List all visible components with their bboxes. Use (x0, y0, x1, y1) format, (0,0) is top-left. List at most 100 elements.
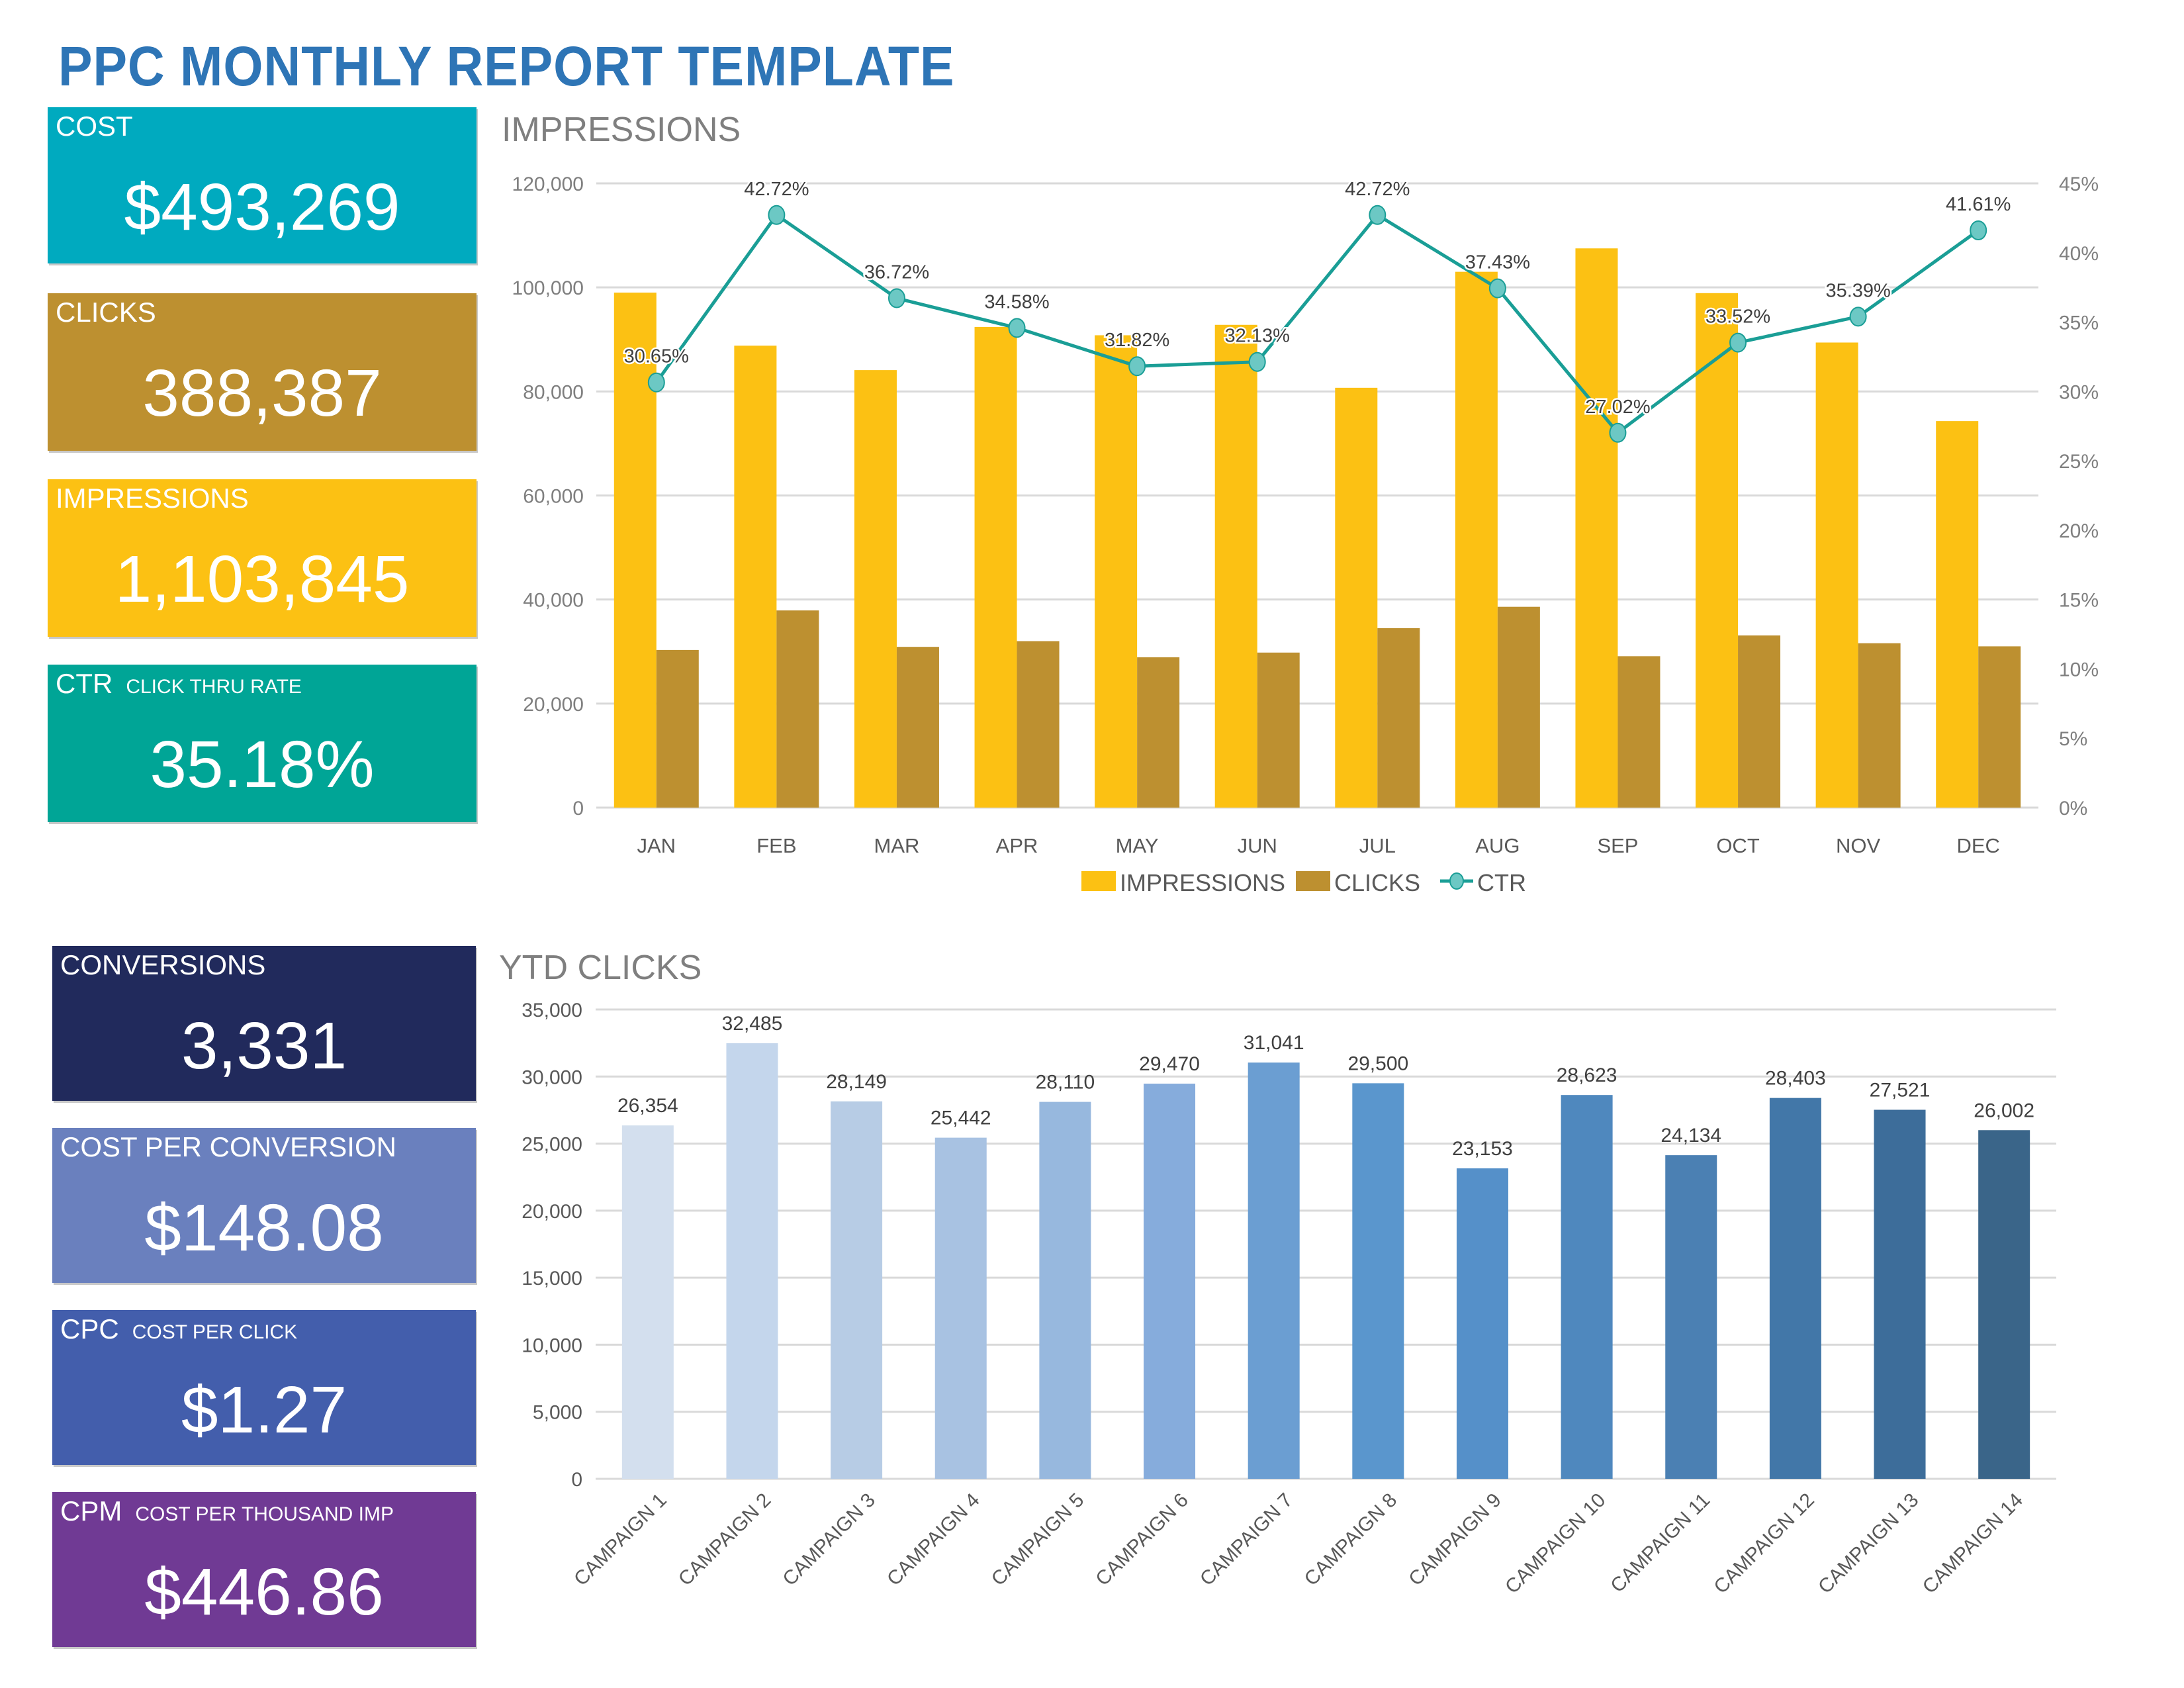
ctr-data-label: 37.43% (1465, 252, 1530, 273)
ctr-marker (1008, 318, 1026, 338)
legend-ctr-label: CTR (1477, 869, 1526, 896)
kpi-clicks: CLICKS 388,387 (48, 293, 477, 451)
x-tick-label: CAMPAIGN 2 (674, 1489, 776, 1591)
ctr-data-label: 42.72% (744, 179, 809, 200)
y-right-tick-label: 5% (2059, 728, 2087, 750)
ctr-marker (1849, 306, 1867, 327)
kpi-label: CLICKS (56, 297, 156, 328)
ctr-marker (1488, 278, 1506, 299)
impressions-bar (854, 370, 897, 808)
impressions-bar (974, 326, 1017, 808)
kpi-cost: COST $493,269 (48, 107, 477, 263)
kpi-label: CPC COST PER CLICK (60, 1313, 298, 1344)
clicks-bar (1257, 652, 1300, 808)
campaign-data-label: 27,521 (1870, 1080, 1931, 1102)
legend-impressions-label: IMPRESSIONS (1120, 869, 1285, 896)
ctr-data-label: 27.02% (1585, 397, 1650, 418)
ctr-data-label: 30.65% (624, 346, 689, 367)
clicks-bar (896, 647, 939, 808)
impressions-bar (1575, 248, 1618, 808)
y-tick-label: 10,000 (522, 1335, 582, 1356)
x-tick-label: CAMPAIGN 8 (1300, 1489, 1402, 1591)
impressions-bar (1214, 324, 1257, 808)
x-tick-label: JUN (1238, 834, 1277, 857)
kpi-label-text: CLICKS (56, 297, 156, 328)
kpi-label-text: COST PER CONVERSION (60, 1131, 396, 1162)
campaign-data-label: 32,485 (722, 1013, 783, 1035)
x-tick-label: FEB (756, 834, 796, 857)
x-tick-label: CAMPAIGN 9 (1404, 1489, 1506, 1591)
x-tick-label: CAMPAIGN 7 (1196, 1489, 1297, 1591)
x-tick-label: SEP (1597, 834, 1638, 857)
campaign-data-label: 31,041 (1244, 1032, 1304, 1054)
kpi-value: $1.27 (181, 1373, 347, 1447)
y-left-tick-label: 80,000 (523, 381, 584, 403)
clicks-bar (656, 649, 699, 808)
kpi-sublabel: COST PER CLICK (132, 1321, 298, 1343)
impressions-bar (614, 293, 657, 808)
campaign-bar (1769, 1098, 1821, 1479)
y-tick-label: 0 (571, 1469, 582, 1491)
legend-ctr-marker (1449, 872, 1464, 890)
kpi-label: CPM COST PER THOUSAND IMP (60, 1495, 394, 1526)
ctr-line (655, 212, 1979, 436)
kpi-ctr: CTR CLICK THRU RATE 35.18% (48, 665, 477, 822)
campaign-bar (831, 1101, 883, 1479)
campaign-bar (621, 1125, 674, 1479)
campaign-bar (1456, 1168, 1508, 1479)
campaign-data-label: 29,470 (1139, 1053, 1200, 1075)
campaign-bar (1874, 1109, 1926, 1479)
campaign-bar (1039, 1102, 1091, 1479)
y-right-tick-label: 0% (2059, 798, 2087, 820)
ctr-data-label: 31.82% (1105, 330, 1169, 351)
clicks-bar (1377, 628, 1420, 808)
kpi-conversions: CONVERSIONS 3,331 (52, 946, 476, 1101)
impressions-bar (1095, 335, 1138, 808)
kpi-sublabel: CLICK THRU RATE (126, 676, 302, 698)
kpi-label-text: CTR (56, 668, 113, 699)
y-right-tick-label: 10% (2059, 659, 2099, 680)
kpi-value: 35.18% (150, 727, 375, 802)
campaign-data-label: 28,403 (1765, 1068, 1826, 1090)
campaign-bar (1665, 1155, 1717, 1479)
y-left-tick-label: 40,000 (523, 590, 584, 612)
legend-impressions-swatch (1081, 871, 1116, 891)
campaign-data-label: 28,623 (1557, 1064, 1617, 1086)
kpi-value: $493,269 (124, 170, 400, 244)
impressions-chart: 0 20,000 40,000 60,000 80,000 100,000 120,000 0… (512, 173, 2099, 896)
clicks-bar (1978, 646, 2021, 808)
impressions-bar (1335, 387, 1378, 808)
campaign-bar (1978, 1130, 2030, 1479)
impressions-bar (1815, 342, 1858, 808)
kpi-value: 1,103,845 (114, 542, 410, 616)
campaign-bar (1248, 1062, 1300, 1479)
impressions-bar (1936, 421, 1979, 808)
kpi-label-text: COST (56, 111, 133, 142)
legend-clicks-label: CLICKS (1334, 869, 1420, 896)
y-tick-label: 20,000 (522, 1201, 582, 1223)
x-tick-label: MAY (1116, 834, 1159, 857)
ctr-marker (1970, 220, 1987, 241)
ctr-data-label: 36.72% (864, 262, 929, 283)
kpi-label-text: IMPRESSIONS (56, 483, 249, 514)
ctr-data-label: 33.52% (1706, 306, 1770, 328)
y-left-tick-label: 0 (572, 798, 584, 820)
y-left-tick-label: 60,000 (523, 486, 584, 508)
impressions-bar (1696, 293, 1739, 808)
x-tick-label: OCT (1716, 834, 1760, 857)
ctr-data-label: 41.61% (1946, 194, 2011, 215)
ctr-marker (768, 205, 786, 225)
campaign-bar (1144, 1084, 1196, 1479)
x-tick-label: CAMPAIGN 4 (883, 1489, 984, 1591)
kpi-value: 388,387 (142, 356, 382, 430)
clicks-bar (1617, 656, 1661, 808)
ctr-data-label: 35.39% (1825, 280, 1890, 301)
y-tick-label: 5,000 (533, 1402, 582, 1424)
kpi-label: CONVERSIONS (60, 949, 265, 980)
x-tick-label: CAMPAIGN 3 (778, 1489, 880, 1591)
x-tick-label: CAMPAIGN 11 (1606, 1489, 1714, 1597)
campaign-data-label: 25,442 (931, 1107, 991, 1129)
campaign-data-label: 26,354 (617, 1095, 678, 1117)
y-right-tick-label: 30% (2059, 381, 2099, 403)
kpi-label-text: CPC (60, 1313, 119, 1344)
